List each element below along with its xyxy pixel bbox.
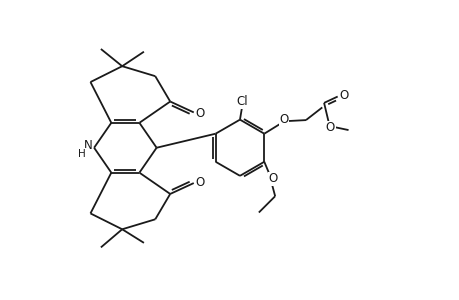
Text: O: O (268, 172, 277, 185)
Text: N: N (83, 139, 92, 152)
Text: O: O (325, 121, 334, 134)
Text: H: H (78, 148, 86, 159)
Text: O: O (195, 176, 204, 189)
Text: O: O (195, 107, 204, 120)
Text: O: O (339, 89, 348, 102)
Text: Cl: Cl (236, 95, 248, 108)
Text: O: O (279, 113, 288, 126)
